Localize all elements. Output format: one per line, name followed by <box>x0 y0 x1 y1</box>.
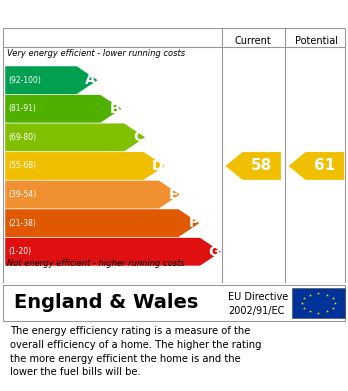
Text: B: B <box>109 102 120 116</box>
Polygon shape <box>5 95 121 123</box>
Text: Current: Current <box>235 36 271 46</box>
Text: Potential: Potential <box>295 36 338 46</box>
Text: Energy Efficiency Rating: Energy Efficiency Rating <box>10 7 232 22</box>
Text: D: D <box>152 159 163 173</box>
Polygon shape <box>5 181 180 208</box>
Text: Very energy efficient - lower running costs: Very energy efficient - lower running co… <box>7 49 185 58</box>
Polygon shape <box>5 209 199 237</box>
Text: (92-100): (92-100) <box>9 76 41 85</box>
Text: C: C <box>134 130 144 144</box>
Text: England & Wales: England & Wales <box>14 293 198 312</box>
Text: A: A <box>85 73 96 87</box>
Text: G: G <box>208 245 220 259</box>
Text: Not energy efficient - higher running costs: Not energy efficient - higher running co… <box>7 259 185 268</box>
Polygon shape <box>226 152 281 180</box>
Text: F: F <box>188 216 198 230</box>
Text: (39-54): (39-54) <box>9 190 37 199</box>
Text: (69-80): (69-80) <box>9 133 37 142</box>
Polygon shape <box>288 152 344 180</box>
Text: EU Directive: EU Directive <box>228 292 288 302</box>
Text: The energy efficiency rating is a measure of the
overall efficiency of a home. T: The energy efficiency rating is a measur… <box>10 326 262 377</box>
Text: 61: 61 <box>314 158 335 174</box>
Text: 58: 58 <box>251 158 272 174</box>
Text: (81-91): (81-91) <box>9 104 37 113</box>
Polygon shape <box>5 66 97 94</box>
Polygon shape <box>5 124 145 151</box>
Bar <box>292 288 345 318</box>
Text: E: E <box>169 188 179 201</box>
Polygon shape <box>5 238 221 265</box>
Text: (55-68): (55-68) <box>9 161 37 170</box>
Text: (21-38): (21-38) <box>9 219 37 228</box>
Text: 2002/91/EC: 2002/91/EC <box>228 306 284 316</box>
Text: (1-20): (1-20) <box>9 247 32 256</box>
Polygon shape <box>5 152 165 180</box>
